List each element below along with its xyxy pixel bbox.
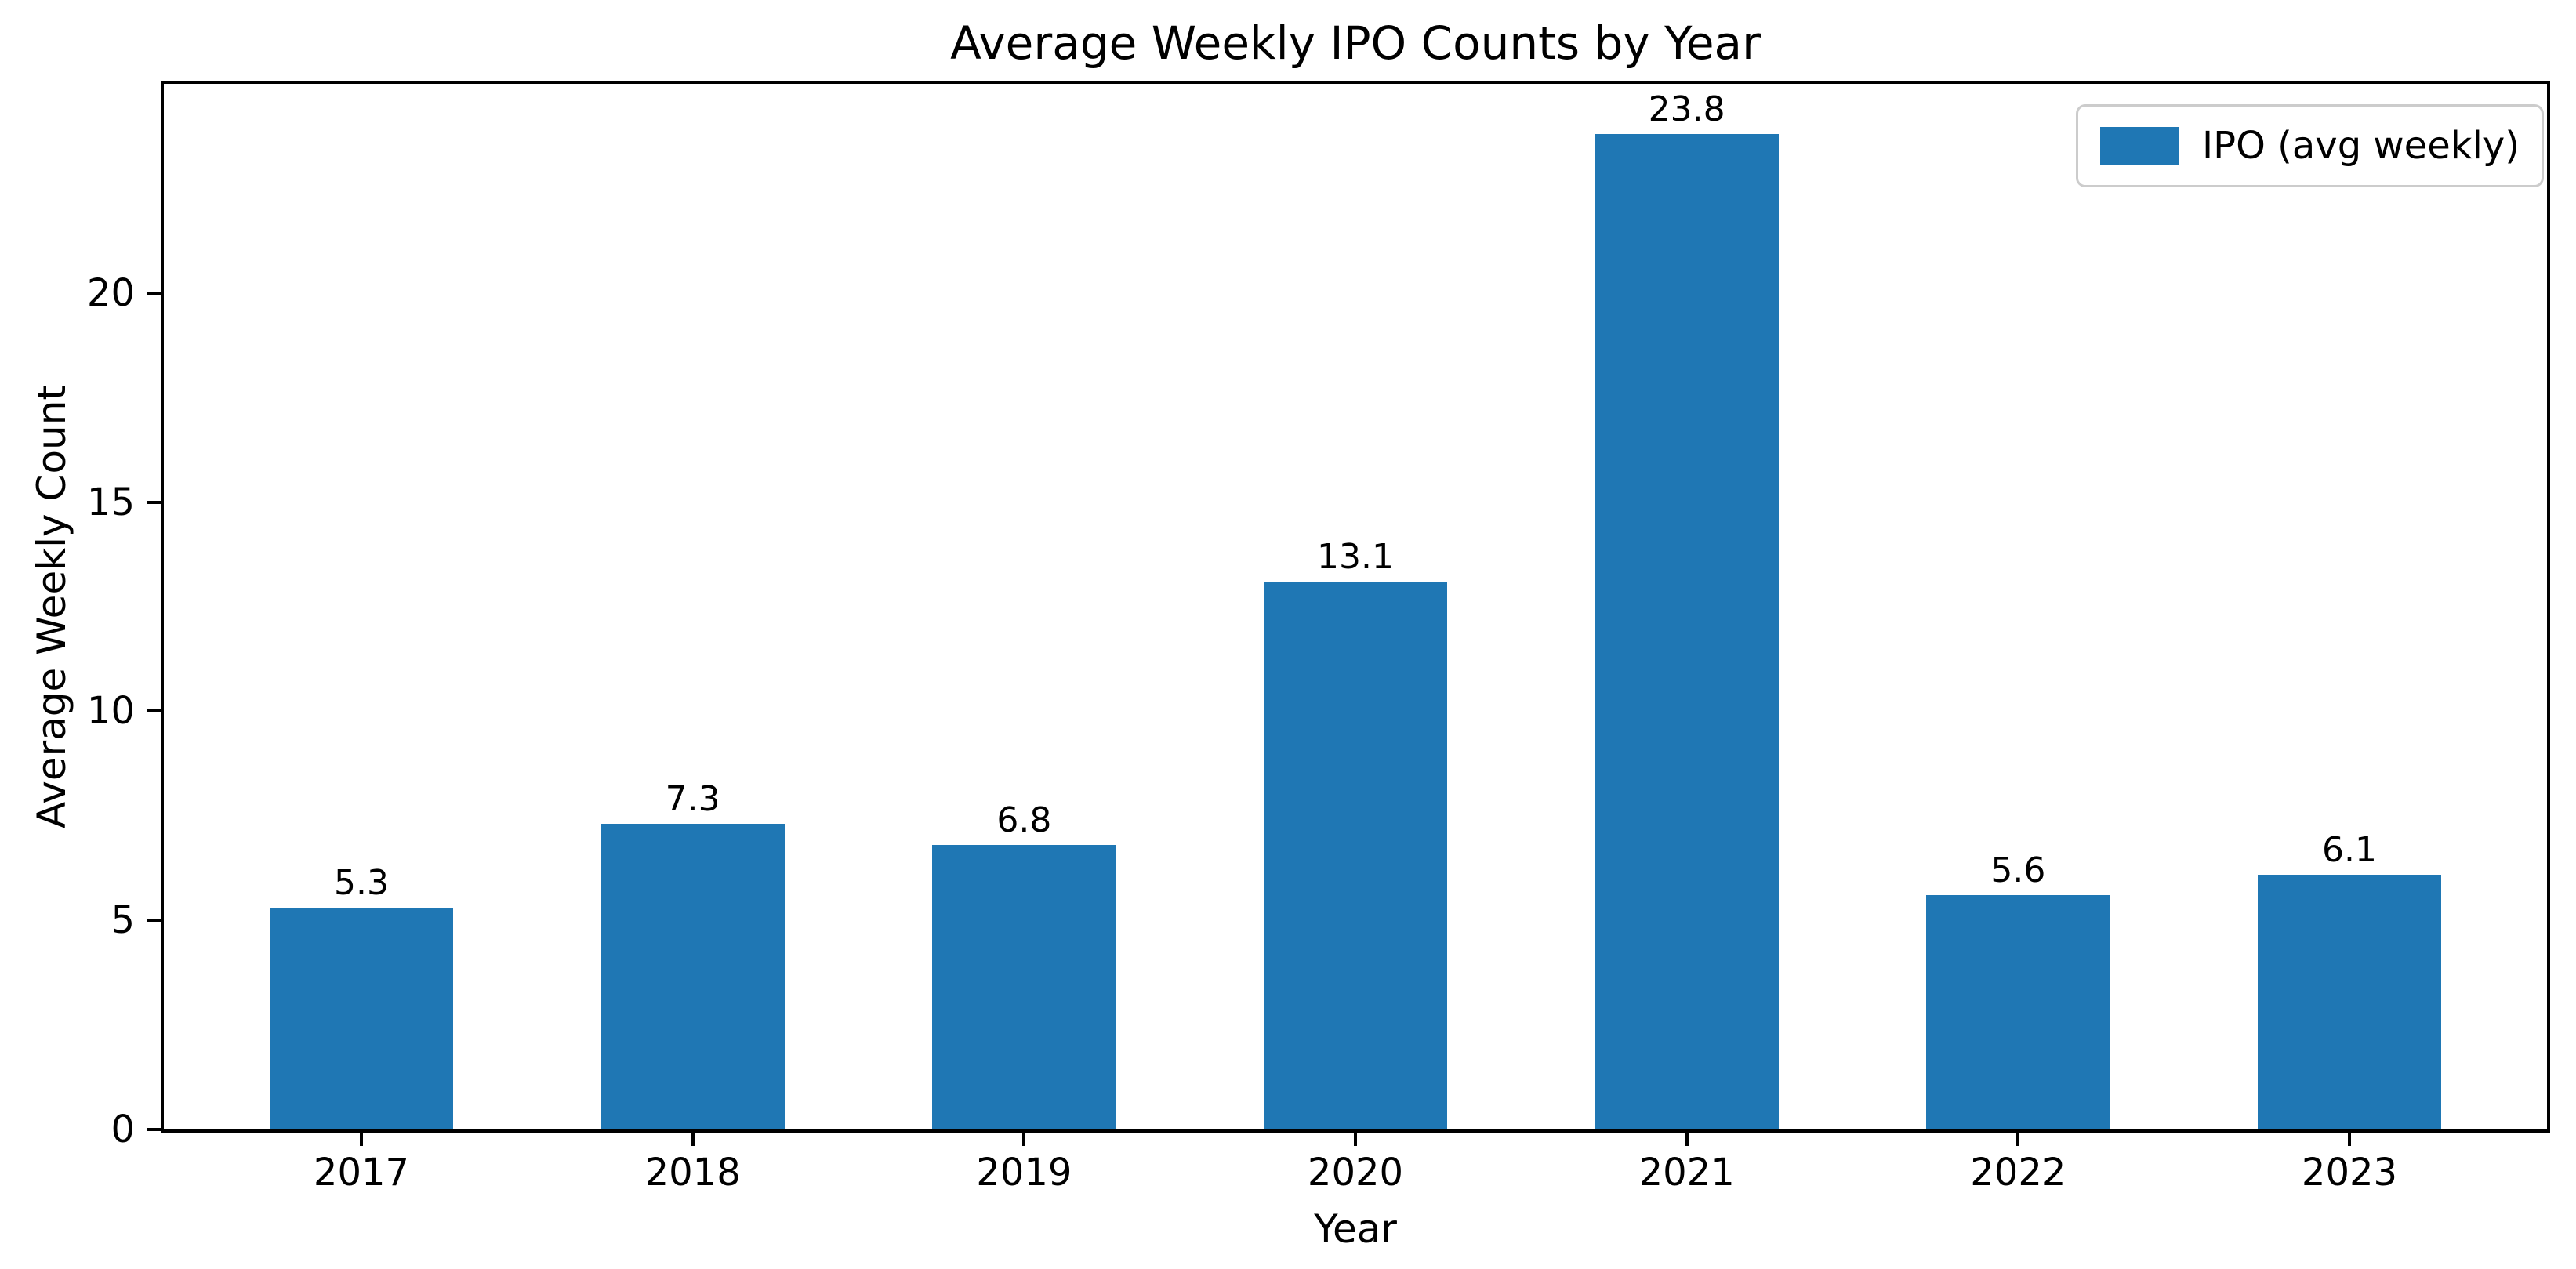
bar-value-label: 6.1 — [2322, 829, 2377, 870]
y-tick-mark — [147, 291, 161, 295]
plot-area: 5.3 7.3 6.8 13.1 23.8 5.6 6.1 — [161, 81, 2550, 1133]
x-tick-label: 2022 — [1970, 1151, 2066, 1195]
x-tick-mark — [360, 1133, 363, 1146]
y-tick-mark — [147, 500, 161, 504]
bar-2020 — [1264, 581, 1447, 1129]
y-axis-label: Average Weekly Count — [29, 384, 74, 829]
x-tick-label: 2018 — [644, 1151, 741, 1195]
x-tick-label: 2017 — [313, 1151, 410, 1195]
x-tick-label: 2020 — [1307, 1151, 1404, 1195]
y-tick-mark — [147, 709, 161, 713]
y-tick-mark — [147, 919, 161, 923]
y-tick-label: 15 — [86, 480, 135, 524]
bar-value-label: 5.3 — [334, 863, 389, 904]
y-tick-label: 0 — [111, 1108, 135, 1151]
bar-value-label: 13.1 — [1317, 536, 1394, 577]
x-axis-label: Year — [1314, 1206, 1397, 1252]
bar-2023 — [2258, 874, 2441, 1129]
chart-title: Average Weekly IPO Counts by Year — [950, 16, 1761, 70]
y-tick-mark — [147, 1128, 161, 1131]
legend: IPO (avg weekly) — [2076, 104, 2544, 187]
bar-value-label: 6.8 — [996, 800, 1052, 841]
bar-2017 — [270, 908, 453, 1129]
x-tick-mark — [1022, 1133, 1026, 1146]
bar-value-label: 5.6 — [1990, 850, 2046, 891]
bar-2018 — [600, 824, 785, 1129]
x-tick-mark — [1354, 1133, 1357, 1146]
bar-2021 — [1595, 134, 1779, 1129]
y-tick-label: 20 — [86, 270, 135, 315]
x-tick-mark — [691, 1133, 695, 1146]
bar-2022 — [1926, 895, 2110, 1129]
legend-swatch-icon — [2100, 127, 2179, 165]
x-tick-mark — [2016, 1133, 2020, 1146]
x-tick-label: 2021 — [1638, 1151, 1735, 1195]
bar-value-label: 23.8 — [1648, 89, 1725, 130]
bar-2019 — [932, 845, 1116, 1129]
x-tick-label: 2023 — [2301, 1151, 2398, 1195]
y-tick-label: 5 — [111, 898, 135, 943]
bar-value-label: 7.3 — [665, 779, 720, 820]
x-tick-mark — [2348, 1133, 2351, 1146]
x-tick-label: 2019 — [976, 1151, 1072, 1195]
bars-container: 5.3 7.3 6.8 13.1 23.8 5.6 6.1 — [164, 84, 2547, 1129]
y-tick-label: 10 — [86, 689, 135, 734]
legend-label: IPO (avg weekly) — [2202, 124, 2520, 168]
x-tick-mark — [1685, 1133, 1689, 1146]
